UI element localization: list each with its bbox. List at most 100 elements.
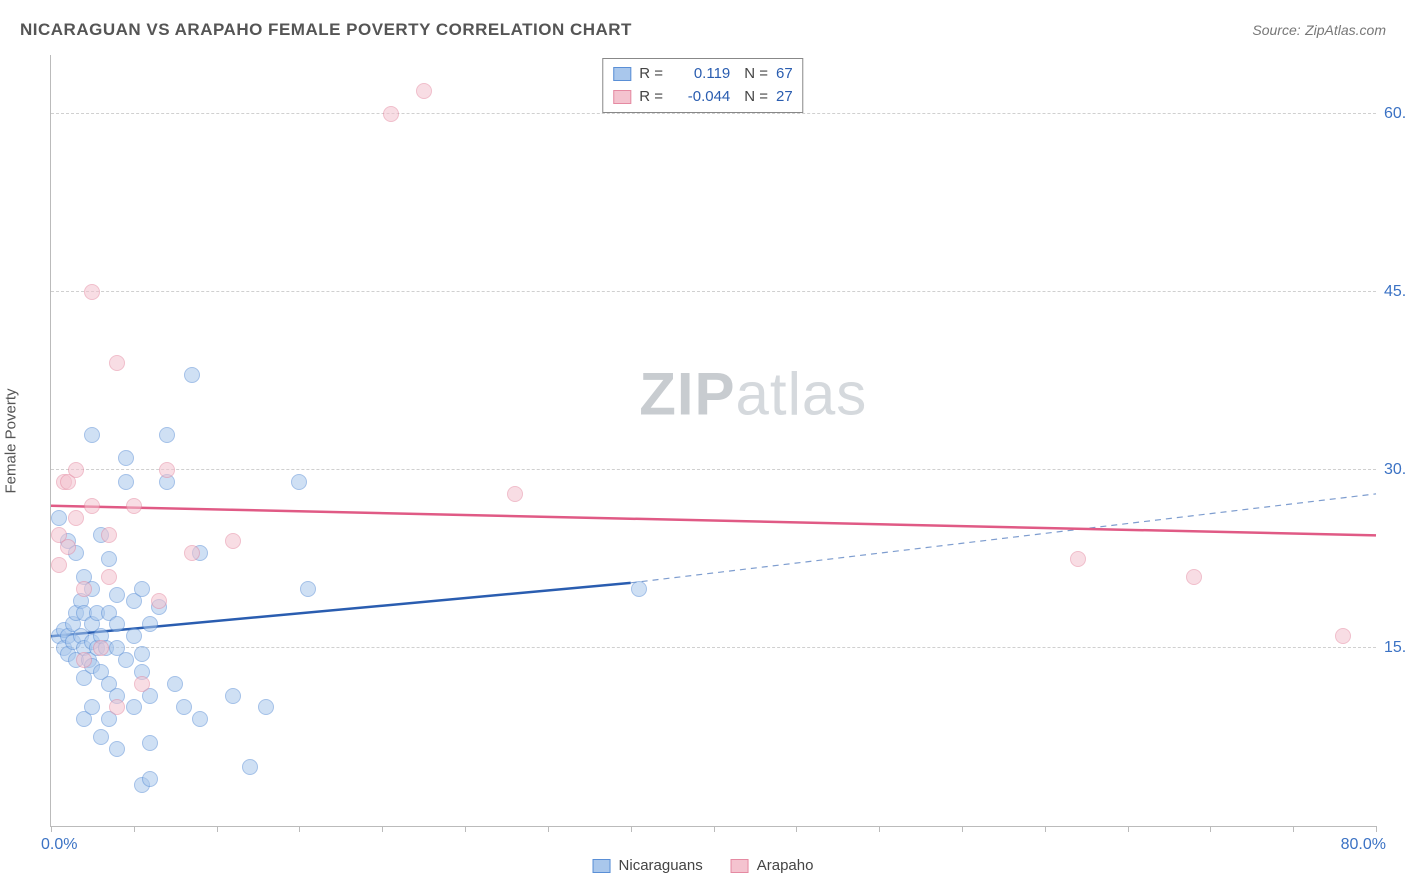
- x-tick: [1128, 826, 1129, 832]
- legend-item-series2: Arapaho: [731, 857, 814, 874]
- x-tick: [1376, 826, 1377, 832]
- x-tick: [1293, 826, 1294, 832]
- scatter-point: [134, 646, 150, 662]
- scatter-point: [76, 581, 92, 597]
- n-label: N =: [744, 63, 768, 86]
- scatter-point: [101, 551, 117, 567]
- scatter-point: [84, 284, 100, 300]
- scatter-point: [101, 569, 117, 585]
- x-tick: [382, 826, 383, 832]
- scatter-point: [84, 699, 100, 715]
- y-axis-label: Female Poverty: [3, 388, 20, 493]
- x-tick: [796, 826, 797, 832]
- r-label: R =: [639, 63, 667, 86]
- y-tick-label: 15.0%: [1384, 639, 1406, 657]
- scatter-point: [142, 616, 158, 632]
- swatch-series2: [613, 90, 631, 104]
- scatter-point: [142, 735, 158, 751]
- gridline: [51, 291, 1376, 292]
- scatter-point: [1335, 628, 1351, 644]
- scatter-point: [109, 587, 125, 603]
- scatter-point: [109, 741, 125, 757]
- scatter-point: [68, 510, 84, 526]
- scatter-point: [51, 510, 67, 526]
- scatter-point: [631, 581, 647, 597]
- scatter-point: [416, 83, 432, 99]
- scatter-chart: Female Poverty ZIPatlas 0.0% 80.0% 15.0%…: [50, 55, 1376, 827]
- x-tick: [465, 826, 466, 832]
- scatter-point: [1186, 569, 1202, 585]
- scatter-point: [151, 593, 167, 609]
- scatter-point: [84, 427, 100, 443]
- y-tick-label: 60.0%: [1384, 105, 1406, 123]
- x-tick: [962, 826, 963, 832]
- n-value-series2: 27: [776, 86, 793, 109]
- scatter-point: [159, 462, 175, 478]
- series-legend: Nicaraguans Arapaho: [593, 857, 814, 874]
- scatter-point: [68, 462, 84, 478]
- x-tick: [714, 826, 715, 832]
- scatter-point: [167, 676, 183, 692]
- scatter-point: [225, 688, 241, 704]
- scatter-point: [225, 533, 241, 549]
- source-label: Source:: [1252, 22, 1300, 38]
- scatter-point: [192, 711, 208, 727]
- scatter-point: [118, 450, 134, 466]
- swatch-series1: [593, 859, 611, 873]
- x-tick: [1045, 826, 1046, 832]
- r-value-series2: -0.044: [675, 86, 730, 109]
- gridline: [51, 647, 1376, 648]
- x-tick: [299, 826, 300, 832]
- x-tick: [879, 826, 880, 832]
- r-value-series1: 0.119: [675, 63, 730, 86]
- swatch-series2: [731, 859, 749, 873]
- scatter-point: [291, 474, 307, 490]
- scatter-point: [109, 355, 125, 371]
- scatter-point: [126, 628, 142, 644]
- x-axis-min: 0.0%: [41, 836, 77, 854]
- correlation-legend: R = 0.119 N = 67 R = -0.044 N = 27: [602, 58, 803, 113]
- series2-name: Arapaho: [757, 857, 814, 874]
- y-tick-label: 30.0%: [1384, 461, 1406, 479]
- scatter-point: [258, 699, 274, 715]
- scatter-point: [118, 652, 134, 668]
- scatter-point: [51, 557, 67, 573]
- scatter-point: [101, 527, 117, 543]
- x-tick: [51, 826, 52, 832]
- scatter-point: [76, 652, 92, 668]
- scatter-point: [93, 729, 109, 745]
- trend-lines: [51, 55, 1376, 826]
- series1-name: Nicaraguans: [619, 857, 703, 874]
- swatch-series1: [613, 67, 631, 81]
- scatter-point: [159, 427, 175, 443]
- n-value-series1: 67: [776, 63, 793, 86]
- legend-item-series1: Nicaraguans: [593, 857, 703, 874]
- x-tick: [134, 826, 135, 832]
- scatter-point: [93, 640, 109, 656]
- scatter-point: [184, 545, 200, 561]
- legend-row-series2: R = -0.044 N = 27: [613, 86, 792, 109]
- scatter-point: [118, 474, 134, 490]
- scatter-point: [60, 539, 76, 555]
- chart-title: NICARAGUAN VS ARAPAHO FEMALE POVERTY COR…: [20, 20, 632, 40]
- scatter-point: [84, 498, 100, 514]
- n-label: N =: [744, 86, 768, 109]
- scatter-point: [109, 699, 125, 715]
- scatter-point: [1070, 551, 1086, 567]
- x-axis-max: 80.0%: [1341, 836, 1386, 854]
- scatter-point: [109, 616, 125, 632]
- x-tick: [1210, 826, 1211, 832]
- y-tick-label: 45.0%: [1384, 283, 1406, 301]
- scatter-point: [134, 581, 150, 597]
- gridline: [51, 113, 1376, 114]
- scatter-point: [300, 581, 316, 597]
- scatter-point: [383, 106, 399, 122]
- legend-row-series1: R = 0.119 N = 67: [613, 63, 792, 86]
- source-name: ZipAtlas.com: [1305, 22, 1386, 38]
- scatter-point: [126, 498, 142, 514]
- source-attribution: Source: ZipAtlas.com: [1252, 22, 1386, 40]
- scatter-point: [242, 759, 258, 775]
- gridline: [51, 469, 1376, 470]
- scatter-point: [176, 699, 192, 715]
- scatter-point: [134, 676, 150, 692]
